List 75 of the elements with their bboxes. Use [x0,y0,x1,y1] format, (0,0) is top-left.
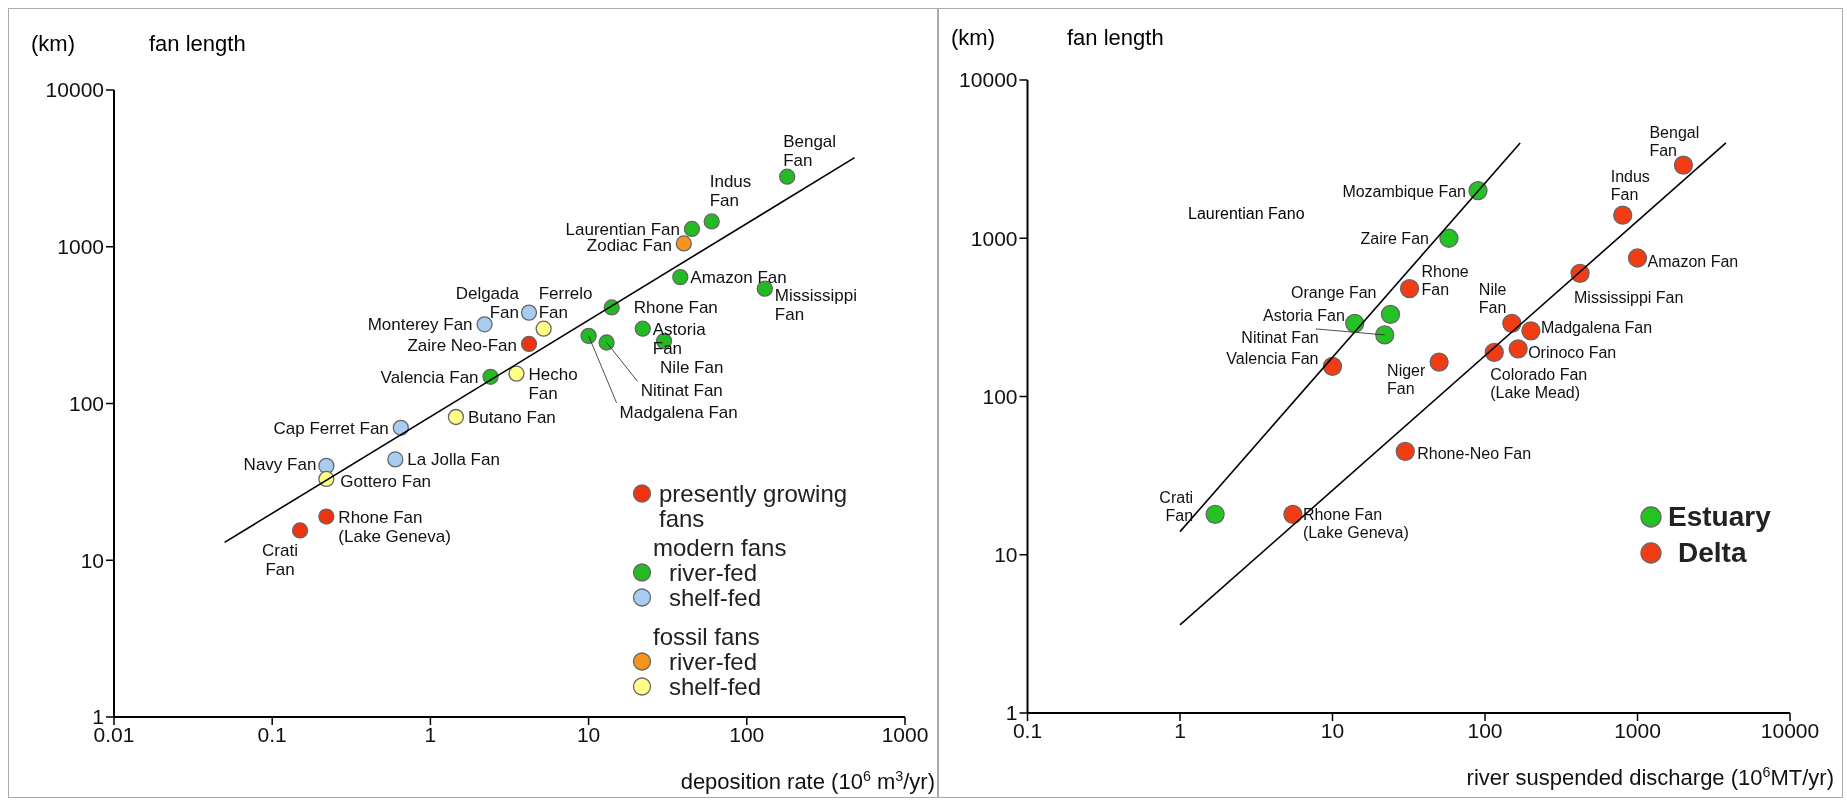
annotation: Rhone Fan [1421,262,1469,298]
annotation: Madgalena Fan [1540,318,1653,336]
annotation: Rhone Fan [633,298,718,318]
x-axis-title: deposition rate (10$^{6}$ m$^{3}$/yr) [680,768,935,794]
y-tick-label: 1000 [57,235,104,259]
y-tick-label: 100 [68,391,104,415]
legend-label: shelf-fed [668,673,762,700]
annotation: Crati Fan [1159,489,1194,525]
annotation: Nile Fan [1478,281,1507,317]
x-tick-label: 100 [1467,718,1503,742]
annotation: Nile Fan [660,358,724,378]
x-tick-label: 10 [1320,718,1345,742]
annotation: Orange Fan [1291,284,1377,302]
annotation: Rhone Fan (Lake Geneva) [338,507,451,546]
legend-label: river-fed [668,559,758,586]
y-axis-title: (km) [31,31,75,57]
x-tick-label: 0.1 [257,722,287,746]
annotation: Zaire Neo-Fan [407,335,517,355]
x-tick-label: 1000 [1614,718,1661,742]
y-tick-label: 10000 [959,68,1018,92]
y-tick-label: 1 [1005,701,1018,725]
y-tick-label: 1000 [970,226,1018,250]
x-tick-label: 1 [1174,718,1186,742]
x-tick-label: 1000 [881,722,929,746]
annotation: La Jolla Fan [407,450,500,470]
annotation: Indus Fan [709,172,752,211]
annotation: Amazon Fan [1647,253,1739,271]
annotation: Cap Ferret Fan [273,418,389,438]
annotation: Colorado Fan (Lake Mead) [1490,366,1588,402]
annotation: Valencia Fan [380,367,479,387]
annotation: Navy Fan [243,454,317,474]
annotation: Hecho Fan [528,364,578,403]
y-axis-title: (km) [951,25,995,51]
chart-title: fan length [1067,25,1164,51]
annotation: Mississippi Fan [1574,289,1684,307]
legend-label: Estuary [1668,500,1771,534]
x-axis-title: river suspended discharge (10$^{6}$MT/yr) [1466,764,1834,790]
x-tick-label: 1 [424,722,437,746]
annotation: Madgalena Fan [619,402,738,422]
annotation: Niger Fan [1387,362,1426,397]
x-tick-label: 10 [576,722,601,746]
annotation: Astoria Fan [652,319,707,358]
legend-label: river-fed [668,648,758,675]
annotation: Butano Fan [467,408,556,428]
annotation: Zaire Fan [1360,230,1429,248]
annotation: Amazon Fan [690,268,787,288]
annotation: Mississippi Fan [774,285,858,324]
y-tick-label: 10 [80,548,104,572]
legend-label: shelf-fed [668,584,762,611]
annotation: Nitinat Fan [640,381,723,401]
annotation: Astoria Fan [1262,307,1345,325]
y-tick-label: 100 [982,384,1018,408]
annotation: Gottero Fan [340,471,432,491]
annotation: Laurentian Fan [565,219,680,239]
y-tick-label: 10000 [45,78,104,102]
x-tick-label: 10000 [1760,718,1820,742]
annotation: Crati Fan [262,541,299,580]
annotation: Bengal Fan [783,131,837,170]
annotation: Laurentian Fano [1188,205,1305,223]
annotation: Orinoco Fan [1528,343,1617,361]
annotation: fossil fans [652,623,761,650]
annotation: Bengal Fan [1649,124,1700,159]
annotation: Ferrelo Fan [538,283,593,322]
chart-title: fan length [149,31,246,57]
annotation: Indus Fan [1610,168,1650,204]
legend-label: Delta [1677,536,1747,570]
annotation: Nitinat Fan [1241,328,1319,346]
annotation: modern fans [652,534,788,561]
annotation: Zodiac Fan [586,236,672,256]
annotation: Rhone-Neo Fan [1417,445,1532,463]
annotation: Mozambique Fan [1342,182,1467,200]
y-tick-label: 10 [994,543,1018,567]
annotation: Rhone Fan (Lake Geneva) [1302,506,1409,542]
x-tick-label: 100 [729,722,765,746]
annotation: Valencia Fan [1226,350,1319,368]
